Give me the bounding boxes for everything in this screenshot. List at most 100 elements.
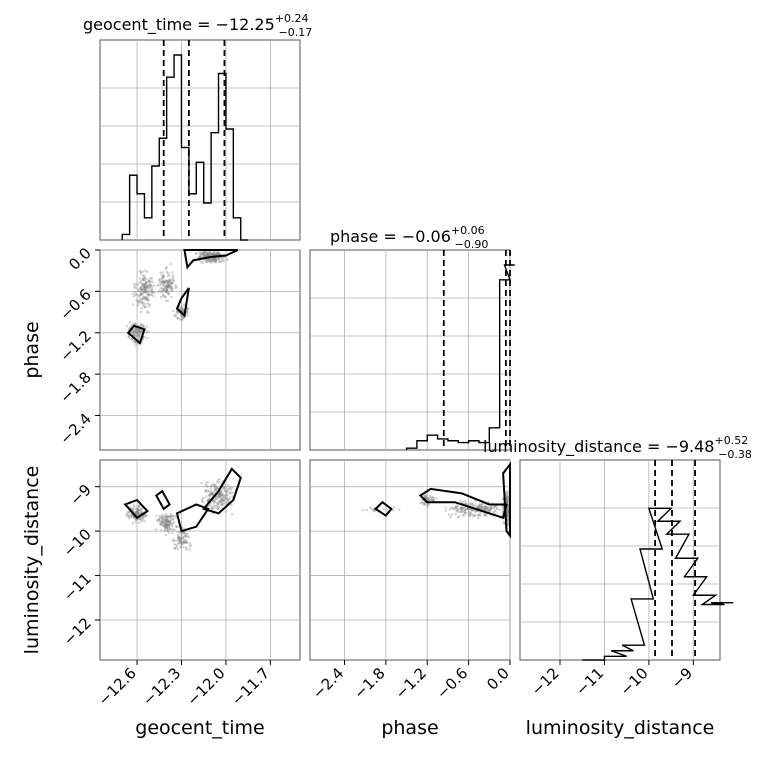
scatter-point [477, 506, 480, 509]
scatter-point [145, 287, 148, 291]
scatter-point [140, 300, 143, 304]
contour [175, 503, 210, 533]
scatter-point [172, 538, 175, 541]
scatter-point [199, 252, 202, 256]
scatter-point [165, 288, 169, 292]
scatter-point [127, 510, 131, 514]
scatter-point [147, 281, 150, 284]
scatter-point [133, 322, 137, 326]
scatter-point [473, 510, 477, 513]
scatter-point [132, 503, 135, 507]
scatter-point [167, 284, 170, 287]
scatter-point [145, 277, 148, 281]
scatter-point [138, 276, 141, 280]
scatter-point [129, 515, 133, 519]
scatter-point [157, 283, 161, 287]
scatter-point [136, 283, 139, 287]
scatter-point [133, 331, 136, 334]
scatter-point [128, 516, 131, 520]
scatter-point [209, 490, 212, 494]
scatter-point [423, 495, 427, 498]
scatter-point [208, 493, 211, 496]
scatter-point [219, 490, 223, 494]
scatter-point [175, 546, 178, 550]
scatter-point [200, 499, 204, 503]
scatter-point [506, 511, 509, 515]
scatter-point [215, 480, 219, 484]
scatter-point [175, 309, 179, 313]
scatter-point [205, 260, 208, 263]
scatter-point [178, 538, 182, 542]
scatter-point [146, 336, 149, 340]
scatter-point [218, 500, 221, 504]
scatter-point [140, 287, 143, 290]
scatter-point [161, 521, 164, 525]
scatter-point [220, 257, 224, 261]
scatter-point [207, 253, 211, 257]
scatter-point [161, 288, 164, 292]
scatter-point [138, 289, 141, 293]
scatter-point [227, 497, 231, 501]
x-tick-label: −10 [617, 664, 652, 699]
scatter-point [137, 328, 141, 331]
scatter-point [489, 507, 493, 511]
scatter-point [175, 544, 179, 548]
scatter-point [506, 507, 509, 511]
scatter-point [215, 485, 218, 489]
scatter-point [211, 259, 215, 263]
scatter-point [175, 285, 178, 289]
scatter-point [161, 520, 165, 524]
phase-title: phase = −0.06+0.06 −0.90 [330, 224, 488, 251]
scatter-point [506, 508, 510, 512]
scatter-point [149, 283, 153, 287]
scatter-point [171, 518, 174, 521]
scatter-point [167, 284, 171, 288]
scatter-point [176, 530, 180, 534]
scatter-point [130, 330, 133, 334]
contour [123, 498, 149, 520]
scatter-point [221, 493, 225, 497]
scatter-point [210, 252, 213, 256]
scatter-point [164, 280, 167, 283]
scatter-point [137, 511, 141, 515]
scatter-point [180, 308, 184, 312]
scatter-point [219, 500, 222, 504]
scatter-point [175, 539, 179, 542]
scatter-point [165, 288, 169, 292]
scatter-point [461, 513, 464, 517]
scatter-point [164, 290, 168, 293]
scatter-point [451, 507, 455, 511]
scatter-point [180, 305, 184, 308]
scatter-point [161, 518, 165, 522]
scatter-point [160, 529, 163, 532]
scatter-point [179, 542, 183, 545]
scatter-point [141, 297, 145, 301]
scatter-point [125, 511, 129, 514]
scatter-point [483, 514, 486, 517]
scatter-point [182, 538, 186, 541]
scatter-point [145, 514, 148, 517]
scatter-point [145, 298, 149, 302]
scatter-point [160, 517, 164, 521]
scatter-point [165, 283, 169, 286]
scatter-point [163, 528, 167, 532]
scatter-point [186, 307, 190, 311]
scatter-point [143, 278, 146, 281]
contour [201, 467, 242, 515]
scatter-point [217, 257, 221, 260]
scatter-point [218, 495, 221, 498]
scatter-point [150, 293, 154, 297]
scatter-point [147, 285, 150, 289]
scatter-point [133, 332, 136, 335]
scatter-point [142, 290, 146, 294]
scatter-point [181, 542, 184, 545]
scatter-point [216, 502, 220, 505]
scatter-point [464, 511, 468, 515]
scatter-point [361, 508, 364, 512]
scatter-point [186, 313, 190, 317]
panel-geocent-distance [99, 459, 301, 661]
scatter-point [455, 506, 459, 509]
scatter-point [183, 535, 187, 538]
scatter-point [165, 289, 168, 293]
scatter-point [218, 491, 222, 495]
